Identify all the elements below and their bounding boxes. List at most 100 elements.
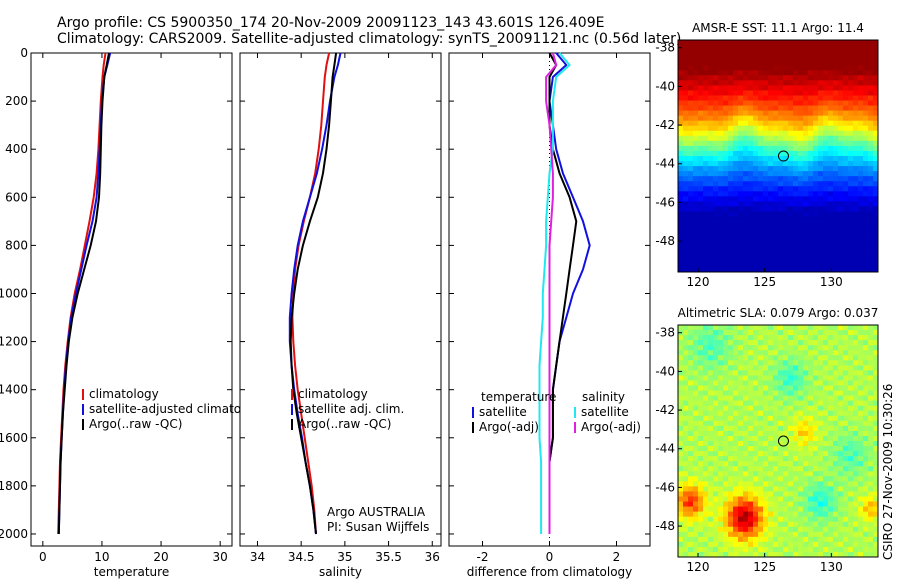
- map-cell: [728, 536, 734, 543]
- map-cell: [793, 201, 799, 207]
- map-cell: [753, 75, 759, 81]
- map-cell: [778, 201, 784, 207]
- map-cell: [708, 476, 714, 482]
- map-cell: [828, 256, 834, 263]
- map-cell: [728, 496, 734, 502]
- map-cell: [833, 425, 839, 432]
- map-cell: [723, 40, 729, 46]
- map-cell: [868, 266, 874, 273]
- map-cell: [728, 501, 734, 507]
- map-cell: [718, 261, 724, 268]
- map-cell: [793, 521, 799, 528]
- map-cell: [758, 481, 764, 487]
- map-cell: [818, 355, 824, 361]
- y-tick-label: 800: [5, 238, 28, 252]
- map-cell: [788, 360, 794, 366]
- map-cell: [833, 355, 839, 361]
- map-cell: [713, 115, 719, 122]
- map-cell: [713, 370, 719, 376]
- map-cell: [743, 446, 749, 452]
- map-cell: [863, 410, 869, 417]
- map-cell: [753, 506, 759, 513]
- map-cell: [798, 466, 804, 472]
- map-cell: [803, 491, 809, 497]
- map-cell: [678, 60, 684, 66]
- map-cell: [693, 385, 699, 391]
- map-cell: [763, 120, 769, 127]
- map-cell: [733, 471, 739, 477]
- map-cell: [858, 441, 864, 447]
- map-cell: [838, 251, 844, 258]
- map-cell: [858, 546, 864, 553]
- map-cell: [803, 335, 809, 341]
- map-cell: [778, 90, 784, 96]
- map-cell: [698, 546, 704, 553]
- map-cell: [853, 446, 859, 452]
- map-cell: [818, 365, 824, 371]
- map-cell: [678, 501, 684, 507]
- map-cell: [833, 375, 839, 381]
- map-cell: [788, 75, 794, 81]
- map-cell: [868, 541, 874, 548]
- map-cell: [828, 441, 834, 447]
- map-cell: [788, 536, 794, 543]
- map-cell: [838, 266, 844, 273]
- map-cell: [843, 55, 849, 61]
- map-cell: [743, 176, 749, 182]
- map-cell: [843, 441, 849, 447]
- map-cell: [678, 166, 684, 172]
- map-cell: [803, 40, 809, 46]
- map-cell: [678, 496, 684, 502]
- map-cell: [768, 115, 774, 122]
- map-cell: [683, 236, 689, 243]
- map-cell: [863, 161, 869, 167]
- map-cell: [823, 135, 829, 142]
- map-cell: [683, 375, 689, 381]
- map-cell: [828, 80, 834, 86]
- map-cell: [813, 451, 819, 457]
- map-cell: [713, 350, 719, 356]
- map-cell: [798, 145, 804, 152]
- map-cell: [713, 446, 719, 452]
- map-cell: [683, 446, 689, 452]
- map-cell: [768, 191, 774, 197]
- map-cell: [753, 410, 759, 417]
- map-cell: [863, 156, 869, 162]
- map-cell: [753, 496, 759, 502]
- map-cell: [783, 491, 789, 497]
- map-cell: [768, 516, 774, 523]
- map-cell: [743, 256, 749, 263]
- map-cell: [828, 385, 834, 391]
- map-cell: [768, 251, 774, 258]
- map-cell: [803, 171, 809, 177]
- map-cell: [718, 95, 724, 101]
- map-cell: [733, 135, 739, 142]
- map-cell: [793, 476, 799, 482]
- map-cell: [858, 365, 864, 371]
- map-cell: [798, 501, 804, 507]
- map-cell: [768, 186, 774, 192]
- map-cell: [693, 345, 699, 351]
- map-cell: [803, 420, 809, 427]
- map-cell: [728, 365, 734, 371]
- map-cell: [848, 476, 854, 482]
- map-cell: [753, 206, 759, 212]
- map-cell: [833, 135, 839, 142]
- map-cell: [848, 491, 854, 497]
- map-cell: [788, 415, 794, 422]
- map-cell: [838, 226, 844, 233]
- map-cell: [823, 340, 829, 346]
- map-cell: [743, 171, 749, 177]
- map-cell: [793, 430, 799, 437]
- map-cell: [708, 75, 714, 81]
- map-cell: [733, 335, 739, 341]
- map-cell: [733, 390, 739, 397]
- map-cell: [773, 501, 779, 507]
- map-cell: [843, 425, 849, 432]
- map-cell: [728, 491, 734, 497]
- map-cell: [748, 420, 754, 427]
- map-cell: [868, 486, 874, 492]
- map-cell: [723, 45, 729, 51]
- map-cell: [838, 395, 844, 402]
- map-cell: [738, 266, 744, 273]
